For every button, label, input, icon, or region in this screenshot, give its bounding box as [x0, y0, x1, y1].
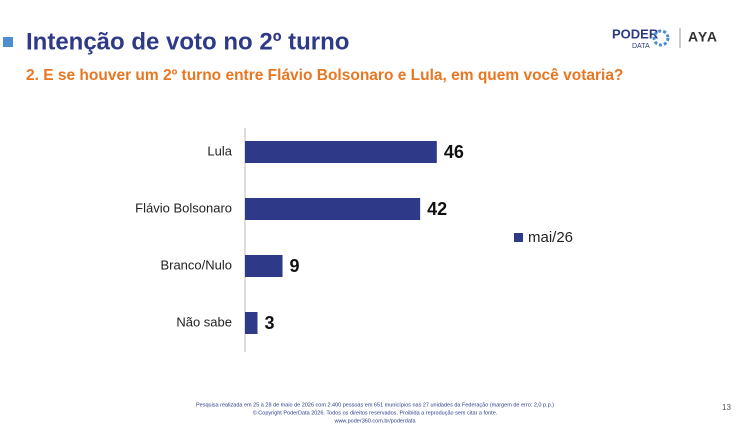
logo-main: PODER [612, 26, 659, 41]
value-label: 3 [265, 313, 275, 333]
logo-partner: AYA [688, 29, 718, 45]
category-label: Branco/Nulo [160, 257, 232, 272]
footer-line: Pesquisa realizada em 25 a 28 de maio de… [196, 402, 554, 408]
chart-subtitle: 2. E se houver um 2º turno entre Flávio … [26, 67, 623, 84]
bar [245, 141, 437, 163]
legend-swatch [514, 233, 523, 242]
footer-line: www.poder360.com.br/poderdata [333, 418, 416, 424]
bar [245, 312, 258, 334]
category-label: Não sabe [176, 314, 232, 329]
value-label: 46 [444, 142, 464, 162]
logo-icon [652, 29, 670, 47]
logo-sub: DATA [632, 43, 650, 50]
page-number: 13 [722, 403, 731, 412]
chart-title: Intenção de voto no 2º turno [26, 28, 349, 55]
legend-label: mai/26 [528, 229, 573, 246]
category-label: Lula [207, 143, 232, 158]
bar [245, 255, 283, 277]
footer-line: © Copyright PoderData 2026. Todos os dir… [253, 409, 498, 416]
title-marker [3, 37, 13, 47]
category-label: Flávio Bolsonaro [135, 200, 232, 215]
value-label: 42 [427, 199, 447, 219]
bar [245, 198, 421, 220]
value-label: 9 [290, 256, 300, 276]
